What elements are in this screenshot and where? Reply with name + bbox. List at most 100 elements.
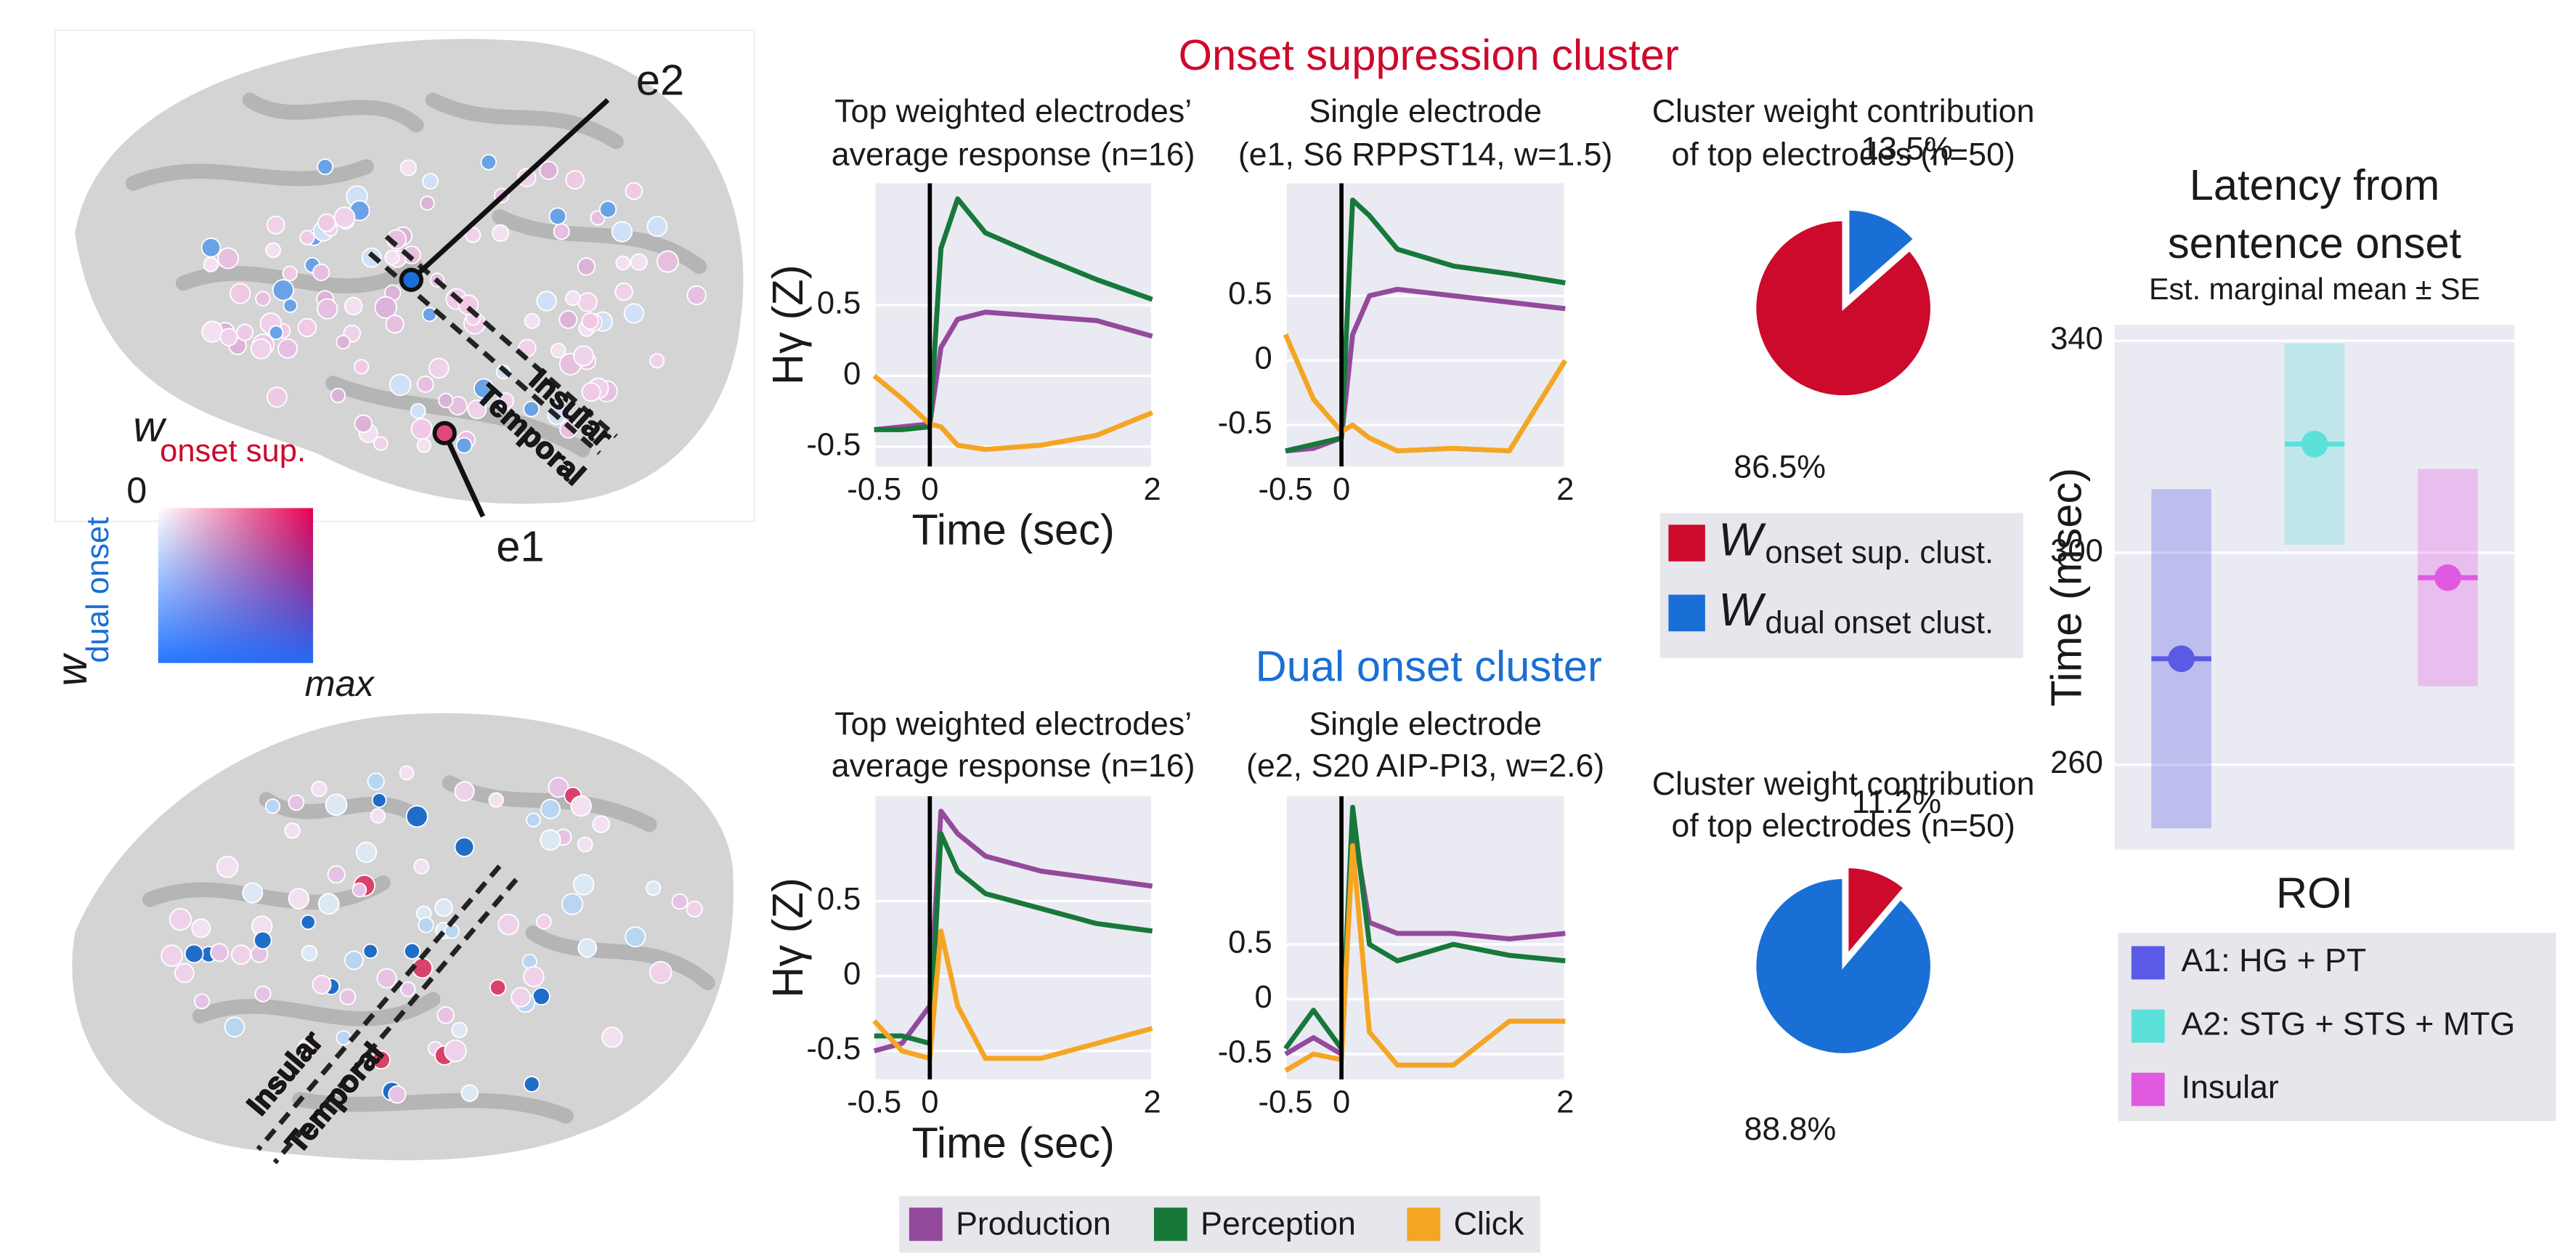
chart-title: Single electrode [1309, 707, 1542, 742]
brain-bottom: Insular Temporal [54, 696, 755, 1176]
chart-title: Cluster weight contribution [1652, 766, 2035, 802]
legend-swatch [1668, 524, 1705, 562]
electrode-sphere [210, 943, 229, 963]
plot-area [874, 796, 1153, 1079]
electrode-sphere [399, 981, 416, 997]
electrode-sphere [297, 1038, 317, 1058]
electrode-sphere [444, 1039, 467, 1063]
electrode-sphere [565, 290, 581, 307]
electrode-sphere [581, 382, 601, 402]
electrode-sphere [336, 334, 351, 350]
electrode-sphere [161, 944, 183, 967]
electrode-sphere [311, 780, 328, 798]
electrode-sphere [497, 913, 520, 936]
chart-title: of top electrodes (n=50) [1671, 137, 2015, 172]
electrode-sphere [454, 781, 475, 802]
series-line [1283, 333, 1568, 454]
electrode-sphere [523, 400, 540, 418]
electrode-sphere [420, 195, 435, 211]
pie-label: 11.2% [1852, 785, 1941, 820]
electrode-sphere [272, 279, 295, 301]
electrode-sphere [523, 965, 545, 988]
electrode-sphere [253, 931, 272, 950]
chart-subtitle: Est. marginal mean ± SE [2149, 272, 2480, 306]
electrode-sphere [236, 323, 254, 341]
mean-point [2434, 564, 2461, 591]
electrode-sphere [367, 772, 385, 790]
electrode-sphere [399, 765, 415, 781]
electrode-sphere [524, 312, 540, 329]
cluster-title: Onset suppression cluster [1179, 31, 1679, 79]
y-tick-label: 0.5 [817, 285, 861, 320]
legend-label: A2: STG + STS + MTG [2182, 1006, 2516, 1042]
electrode-sphere [242, 882, 264, 904]
electrode-sphere [565, 170, 585, 190]
y-tick-label: 300 [2050, 533, 2103, 568]
x-tick-label: -0.5 [1259, 1085, 1313, 1120]
x-axis-label: ROI [2276, 868, 2353, 917]
electrode-label: e1 [496, 522, 544, 570]
electrode-sphere [649, 960, 673, 984]
chart-title: Top weighted electrodes’ [834, 707, 1192, 742]
electrode-sphere [630, 253, 648, 271]
x-tick-label: 0 [1333, 1085, 1350, 1120]
pie-label: 88.8% [1744, 1111, 1836, 1147]
legend-label: onset sup. clust. [1765, 535, 1994, 570]
electrode-sphere [370, 808, 386, 824]
electrode-sphere [194, 993, 211, 1010]
pie-label: 13.5% [1861, 131, 1953, 166]
chart-title: average response (n=16) [832, 748, 1195, 784]
pointer [410, 98, 610, 282]
electrode-sphere [444, 923, 460, 939]
pie-label: 86.5% [1734, 449, 1826, 485]
x-tick-label: 2 [1556, 472, 1574, 507]
colorbar: w onset sup. 0 w dual onset max [47, 402, 375, 704]
electrode-sphere [511, 986, 532, 1008]
electrodes [161, 765, 703, 1104]
electrode-sphere [317, 893, 340, 915]
electrode-sphere [421, 307, 437, 323]
electrode-sphere [536, 291, 557, 312]
brain-sulci [126, 92, 707, 458]
electrode-sphere [460, 1084, 479, 1102]
electrode-e2 [399, 267, 423, 292]
electrode-sphere [488, 792, 504, 808]
electrode-sphere [649, 353, 665, 369]
y-tick-label: 0 [1254, 341, 1272, 376]
electrode-sphere [191, 918, 211, 939]
y-tick-label: 0.5 [1228, 925, 1272, 960]
pie-slice [1753, 219, 1933, 398]
series-line [873, 809, 1153, 1053]
legend-label: Production [956, 1206, 1111, 1241]
y-tick-label: -0.5 [1218, 406, 1272, 441]
electrode-sphere [231, 944, 251, 965]
electrode-sphere [581, 312, 599, 331]
chart-title: (e2, S20 AIP-PI3, w=2.6) [1246, 748, 1604, 784]
electrode-sphere [373, 436, 389, 451]
electrode-sphere [416, 376, 434, 393]
electrode-sphere [532, 986, 550, 1006]
x-tick-label: -0.5 [1259, 472, 1313, 507]
electrode-sphere [526, 812, 541, 828]
electrode-sphere [299, 230, 315, 246]
x-tick-label: 2 [1556, 1085, 1574, 1120]
electrode-sphere [686, 285, 707, 306]
electrode-sphere [344, 296, 363, 316]
electrode-sphere [288, 888, 310, 909]
legend-swatch [2131, 1072, 2165, 1106]
legend-swatch [1668, 594, 1705, 632]
boundary [272, 878, 519, 1164]
chart-title: Cluster weight contribution [1652, 94, 2035, 129]
electrode-sphere [657, 250, 679, 273]
y-axis-label: Hγ (Z) [763, 264, 812, 385]
electrode-sphere [301, 944, 318, 962]
electrode-sphere [436, 1006, 455, 1024]
y-axis-label: Hγ (Z) [763, 878, 812, 998]
electrode-sphere [224, 1016, 245, 1038]
y-tick-label: 0 [1254, 980, 1272, 1015]
electrode-sphere [614, 282, 633, 301]
electrode-sphere [548, 207, 567, 225]
electrode-sphere [374, 296, 397, 319]
colorbar-overlay [158, 508, 314, 663]
